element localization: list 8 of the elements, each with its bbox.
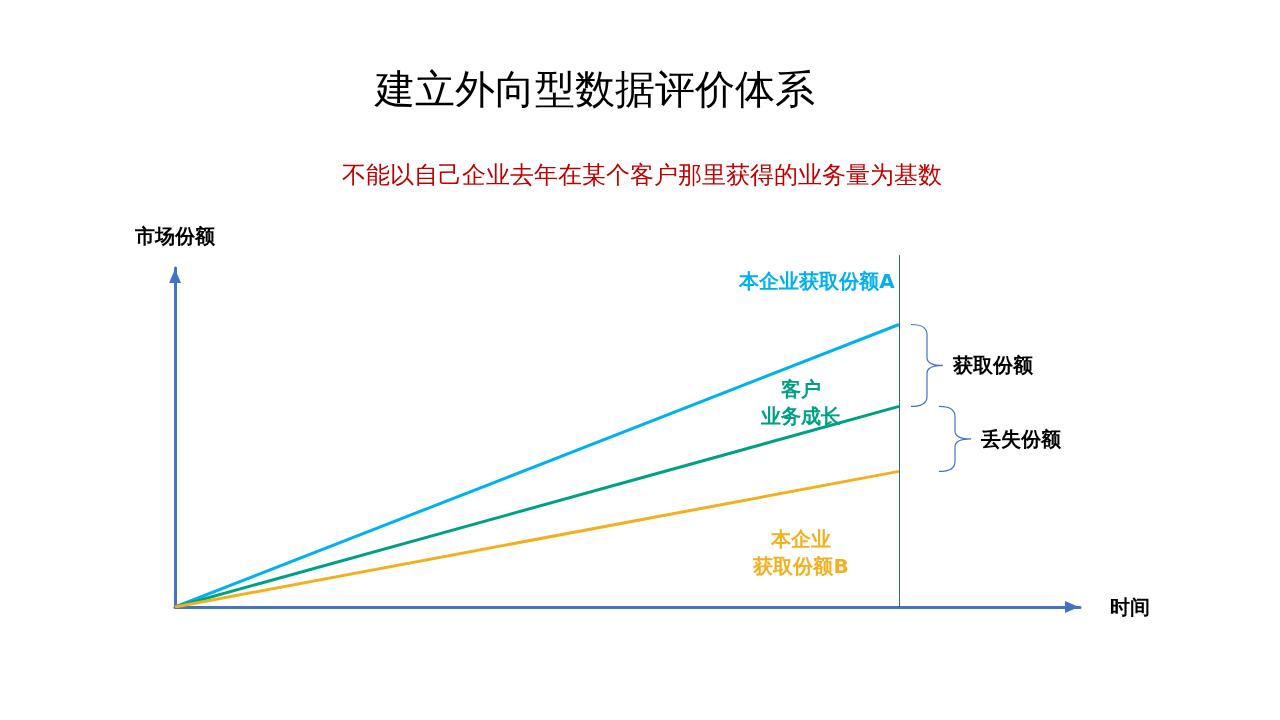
annotation: 获取份额 [952,353,1034,378]
x-axis-title: 时间 [1110,595,1150,619]
series-label: 本企业获取份额A [738,269,896,293]
y-axis-title: 市场份额 [134,224,216,248]
series-label: 本企业获取份额B [752,526,849,578]
annotation: 丢失份额 [980,426,1062,451]
chart-subtitle: 不能以自己企业去年在某个客户那里获得的业务量为基数 [342,161,942,189]
chart-title: 建立外向型数据评价体系 [374,66,815,112]
